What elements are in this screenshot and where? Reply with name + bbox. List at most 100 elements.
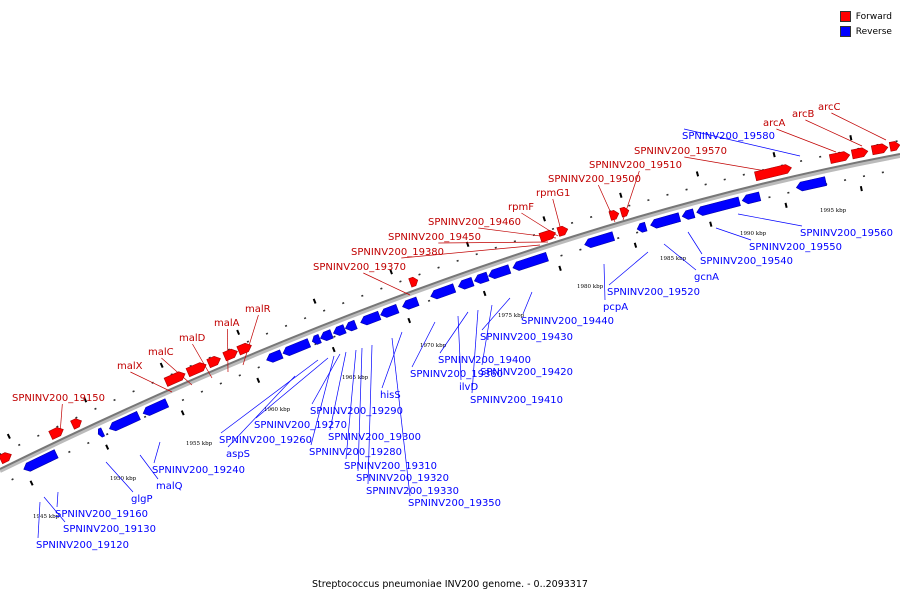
forward-gene-label: malA: [214, 318, 240, 329]
reverse-gene: [380, 304, 400, 318]
forward-gene-label: arcA: [763, 118, 786, 129]
reverse-major-tick: [29, 480, 34, 486]
reverse-gene-label-leader: [683, 128, 801, 157]
reverse-gene: [473, 271, 490, 284]
reverse-gene-label-leader: [329, 351, 347, 431]
forward-gene-label-leader: [161, 357, 193, 386]
reverse-gene-label: SPNINV200_19270: [254, 420, 347, 431]
reverse-gene: [681, 208, 696, 220]
reverse-gene-label-leader: [391, 337, 411, 497]
forward-gene-label: rpmF: [508, 202, 534, 213]
reverse-track-dot: [87, 441, 90, 445]
forward-track-dot: [284, 324, 288, 327]
forward-gene: [48, 427, 64, 440]
reverse-gene-label-leader: [522, 291, 533, 315]
forward-track-dot: [589, 215, 593, 219]
forward-track-dot: [799, 160, 803, 163]
forward-track-dot: [666, 193, 669, 196]
forward-gene: [850, 147, 869, 160]
forward-gene: [163, 371, 186, 387]
forward-track-dot: [551, 227, 555, 230]
forward-gene-label-leader: [363, 272, 411, 296]
forward-gene-label-leader: [401, 244, 541, 259]
forward-major-tick: [83, 397, 88, 403]
reverse-track-dot: [579, 248, 582, 251]
forward-gene-label: SPNINV200_19450: [388, 232, 481, 243]
reverse-gene: [488, 264, 512, 280]
reverse-gene-label: SPNINV200_19320: [356, 473, 449, 484]
reverse-gene-label-leader: [481, 297, 511, 331]
kbp-tick-label: 1955 kbp: [186, 441, 213, 447]
forward-gene: [185, 362, 207, 378]
forward-gene: [538, 229, 557, 243]
legend-reverse-label: Reverse: [855, 26, 892, 37]
reverse-gene: [795, 176, 827, 192]
reverse-major-tick: [558, 265, 562, 272]
forward-gene-label-leader: [242, 314, 259, 366]
legend-reverse-swatch: [839, 26, 851, 37]
forward-gene-label-leader: [438, 241, 549, 244]
reverse-gene-label-leader: [367, 344, 373, 485]
forward-major-tick: [6, 433, 11, 439]
reverse-major-tick: [180, 410, 185, 416]
reverse-gene-label-leader: [603, 263, 606, 301]
reverse-gene-label: SPNINV200_19280: [309, 447, 402, 458]
reverse-gene-label-leader: [220, 359, 319, 434]
reverse-major-tick: [256, 377, 261, 383]
legend-reverse: Reverse: [839, 24, 892, 39]
forward-gene: [828, 151, 851, 164]
reverse-gene: [266, 349, 284, 363]
forward-gene-label-leader: [130, 371, 173, 393]
reverse-gene-label-leader: [56, 491, 59, 508]
reverse-gene-label: SPNINV200_19580: [682, 131, 775, 142]
forward-track-dot: [494, 246, 497, 249]
reverse-gene: [636, 221, 648, 233]
reverse-track-dot: [427, 299, 431, 302]
forward-gene: [236, 342, 252, 356]
reverse-gene-label: malQ: [156, 481, 183, 492]
reverse-gene-label: glgP: [131, 494, 153, 505]
forward-gene: [206, 356, 221, 369]
forward-track-dot: [628, 204, 631, 207]
reverse-gene-label: SPNINV200_19420: [480, 367, 573, 378]
reverse-gene-label-leader: [481, 304, 493, 366]
forward-gene-label: malC: [148, 347, 174, 358]
reverse-track-dot: [843, 179, 847, 182]
reverse-gene-label: SPNINV200_19130: [63, 524, 156, 535]
reverse-gene: [512, 251, 549, 271]
forward-track-dot: [94, 407, 97, 410]
forward-major-tick: [695, 171, 700, 177]
reverse-gene-label: hisS: [380, 390, 401, 401]
forward-major-tick: [849, 135, 853, 141]
kbp-ticks: 1945 kbp 1950 kbp 1955 kbp 1960 kbp 1965 kbp…: [33, 208, 847, 520]
reverse-track-dot: [219, 382, 223, 385]
forward-track-dot: [132, 390, 135, 393]
reverse-gene-label-leader: [311, 353, 341, 405]
reverse-gene-label: SPNINV200_19330: [366, 486, 459, 497]
reverse-gene-label-leader: [663, 243, 697, 271]
reverse-gene: [109, 411, 141, 432]
reverse-track-dot: [617, 237, 620, 240]
reverse-gene: [360, 310, 382, 326]
forward-track-dot: [17, 443, 21, 447]
forward-gene-label-leader: [805, 119, 863, 147]
forward-track-dot: [265, 332, 269, 335]
reverse-track-dot: [200, 390, 204, 393]
forward-gene-label: SPNINV200_19510: [589, 160, 682, 171]
forward-gene-label: SPNINV200_19370: [313, 262, 406, 273]
kbp-tick-label: 1975 kbp: [498, 313, 525, 319]
forward-major-tick: [159, 362, 164, 368]
kbp-tick-label: 1960 kbp: [264, 407, 291, 413]
forward-gene-label: malX: [117, 361, 143, 372]
reverse-major-tick: [482, 290, 487, 297]
reverse-gene-label: SPNINV200_19290: [310, 406, 403, 417]
reverse-gene-label-leader: [37, 501, 41, 539]
reverse-gene-label: ilvD: [459, 382, 478, 393]
reverse-major-tick: [784, 202, 788, 208]
forward-gene-label: SPNINV200_19570: [634, 146, 727, 157]
genome-backbone: [0, 153, 900, 470]
forward-gene-label: arcC: [818, 102, 841, 113]
reverse-gene: [650, 212, 682, 229]
legend-forward-label: Forward: [855, 11, 892, 22]
forward-gene: [70, 418, 82, 430]
